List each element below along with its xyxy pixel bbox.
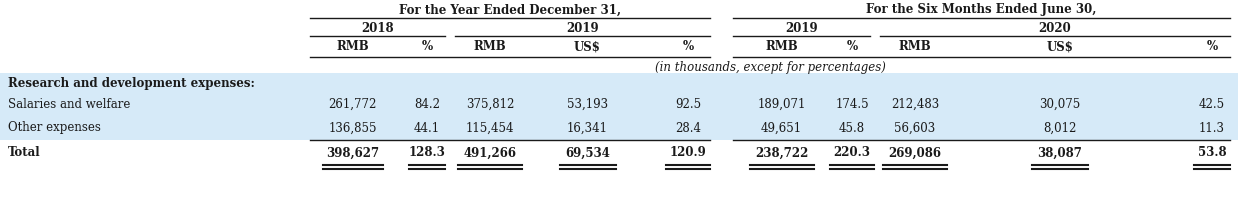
Text: 189,071: 189,071 [758,97,806,111]
Text: 238,722: 238,722 [755,147,808,159]
Text: 269,086: 269,086 [889,147,942,159]
Text: 16,341: 16,341 [567,122,608,134]
Text: 42.5: 42.5 [1198,97,1226,111]
Bar [0,73,1238,93]
Text: 53,193: 53,193 [567,97,608,111]
Text: 398,627: 398,627 [326,147,379,159]
Text: For the Year Ended December 31,: For the Year Ended December 31, [399,4,621,17]
Text: RMB: RMB [765,41,797,54]
Text: 44.1: 44.1 [413,122,439,134]
Text: For the Six Months Ended June 30,: For the Six Months Ended June 30, [867,4,1097,17]
Text: 2020: 2020 [1039,21,1071,35]
Text: RMB: RMB [474,41,506,54]
Text: 120.9: 120.9 [670,147,707,159]
Text: 92.5: 92.5 [675,97,701,111]
Text: %: % [682,41,693,54]
Text: %: % [421,41,432,54]
Text: 38,087: 38,087 [1037,147,1082,159]
Text: Other expenses: Other expenses [7,122,100,134]
Text: (in thousands, except for percentages): (in thousands, except for percentages) [655,60,885,74]
Text: 28.4: 28.4 [675,122,701,134]
Text: 2018: 2018 [361,21,394,35]
Text: 375,812: 375,812 [465,97,514,111]
Text: 128.3: 128.3 [409,147,446,159]
Text: 45.8: 45.8 [839,122,865,134]
Text: 84.2: 84.2 [413,97,439,111]
Text: RMB: RMB [899,41,931,54]
Text: Research and development expenses:: Research and development expenses: [7,76,255,89]
Text: 136,855: 136,855 [328,122,376,134]
Text: 115,454: 115,454 [465,122,514,134]
Text: 30,075: 30,075 [1040,97,1081,111]
Text: 220.3: 220.3 [833,147,870,159]
Text: 8,012: 8,012 [1044,122,1077,134]
Text: 212,483: 212,483 [891,97,940,111]
Text: US$: US$ [574,41,600,54]
Text: %: % [1207,41,1217,54]
Text: 174.5: 174.5 [836,97,869,111]
Text: 69,534: 69,534 [565,147,610,159]
Text: 2019: 2019 [785,21,818,35]
Text: 49,651: 49,651 [761,122,802,134]
Text: 491,266: 491,266 [463,147,516,159]
Text: %: % [847,41,858,54]
Text: 2019: 2019 [566,21,599,35]
Text: 11.3: 11.3 [1198,122,1224,134]
Text: 53.8: 53.8 [1197,147,1227,159]
Text: 56,603: 56,603 [894,122,936,134]
Bar [0,93,1238,116]
Text: Total: Total [7,147,41,159]
Text: RMB: RMB [337,41,369,54]
Text: Salaries and welfare: Salaries and welfare [7,97,130,111]
Text: US$: US$ [1046,41,1073,54]
Text: 261,772: 261,772 [328,97,376,111]
Bar [0,116,1238,140]
